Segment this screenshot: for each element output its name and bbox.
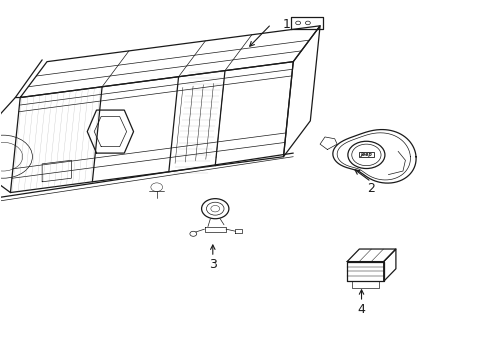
Bar [358,152,373,157]
Text: 2: 2 [366,183,374,195]
Text: 1: 1 [283,18,290,31]
Text: 3: 3 [208,258,216,271]
Text: Jeep: Jeep [360,152,371,157]
Text: 4: 4 [357,303,365,316]
